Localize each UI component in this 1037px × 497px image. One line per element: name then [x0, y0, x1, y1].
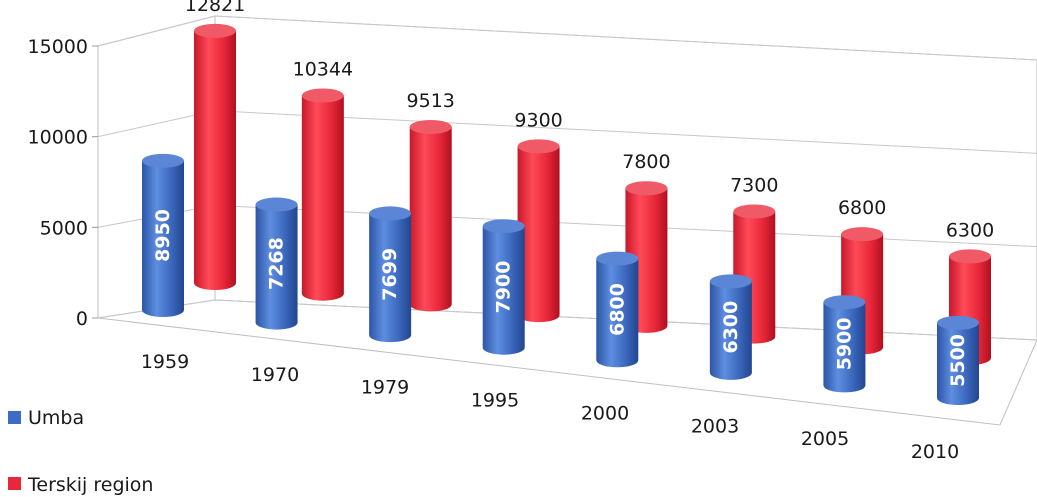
bar-body: [255, 204, 298, 330]
bar-top-cap: [409, 119, 452, 134]
bar-body: [517, 146, 560, 323]
data-label-umba: 8950: [152, 209, 174, 262]
bar-body: [823, 302, 866, 393]
legend: Umba Terskij region: [8, 407, 153, 496]
bar-umba: 6800: [596, 251, 639, 368]
data-label-umba: 6800: [606, 283, 628, 336]
bar-body: [596, 258, 639, 368]
data-label-terskij-region: 7800: [622, 151, 670, 173]
legend-label-terskij-region: Terskij region: [27, 474, 153, 496]
bar-body: [409, 126, 452, 312]
legend-swatch-terskij-region: [8, 477, 21, 490]
legend-item-terskij-region: Terskij region: [8, 474, 153, 496]
bar-top-cap: [142, 153, 184, 168]
bar-body: [194, 30, 236, 290]
bar-body: [301, 95, 344, 301]
bar-top-cap: [733, 204, 776, 219]
bar-umba: 5500: [937, 315, 979, 405]
data-label-terskij-region: 9513: [407, 90, 455, 112]
bar-top-cap: [517, 139, 560, 154]
bar-body: [369, 213, 412, 343]
bar-terskij-region: 12821: [185, 0, 245, 290]
bar-terskij-region: 9513: [407, 90, 455, 312]
bar-top-cap: [709, 274, 752, 289]
x-tick-label: 2010: [911, 441, 959, 463]
y-tick-label: 15000: [28, 36, 88, 58]
x-tick-label: 1959: [141, 351, 189, 373]
bar-umba: 5900: [823, 295, 866, 393]
data-label-umba: 7699: [379, 248, 401, 301]
bar-top-cap: [482, 219, 525, 234]
legend-item-umba: Umba: [8, 407, 84, 429]
y-tick-label: 0: [76, 308, 88, 330]
series-umba: 8950 7268 7699 7900 6800 6300 5900 5500: [142, 153, 979, 405]
bar-top-cap: [255, 197, 298, 212]
data-label-umba: 7268: [266, 237, 288, 290]
chart-walls: [97, 15, 1037, 426]
x-tick-label: 2000: [581, 402, 629, 424]
bar-body: [142, 160, 184, 317]
data-label-terskij-region: 7300: [730, 174, 778, 196]
bar-top-cap: [301, 88, 344, 103]
data-label-terskij-region: 6800: [838, 197, 886, 219]
bar-top-cap: [937, 315, 979, 330]
x-tick-label: 1979: [361, 377, 409, 399]
bar-top-cap: [823, 295, 866, 310]
x-tick-label: 1995: [471, 390, 519, 412]
bar-top-cap: [369, 206, 412, 221]
bar-body: [482, 226, 525, 355]
bar-top-cap: [194, 23, 236, 38]
data-label-umba: 5900: [833, 317, 855, 370]
y-tick-label: 5000: [40, 217, 88, 239]
data-label-umba: 6300: [720, 301, 742, 354]
bar-umba: 6300: [709, 274, 752, 380]
bar-umba: 8950: [142, 153, 184, 317]
x-tick-label: 2005: [801, 428, 849, 450]
data-label-terskij-region: 10344: [293, 59, 353, 81]
data-label-umba: 7900: [493, 261, 515, 314]
y-tick-label: 10000: [28, 127, 88, 149]
data-label-umba: 5500: [947, 334, 969, 387]
bar-umba: 7268: [255, 197, 298, 330]
x-axis-ticks: 1959 1970 1979 1995 2000 2003 2005 2010: [141, 351, 959, 463]
y-axis-ticks: 15000 10000 5000 0: [28, 36, 98, 330]
bar-terskij-region: 9300: [514, 109, 563, 323]
bar-umba: 7900: [482, 219, 525, 355]
series-terskij-region: 12821 10344 9513 9300 7800 7300 6800 6300: [185, 0, 994, 365]
legend-label-umba: Umba: [28, 407, 84, 429]
gridline: [97, 15, 1037, 61]
bar-terskij-region: 10344: [293, 59, 353, 301]
x-tick-label: 2003: [691, 415, 739, 437]
data-label-terskij-region: 9300: [514, 109, 562, 131]
bar-top-cap: [596, 251, 639, 266]
data-label-terskij-region: 12821: [185, 0, 245, 16]
bar-body: [709, 281, 752, 380]
x-tick-label: 1970: [251, 364, 299, 386]
bar-top-cap: [949, 249, 991, 264]
bar-umba: 7699: [369, 206, 412, 343]
bar-top-cap: [625, 181, 668, 196]
bar-top-cap: [841, 227, 884, 242]
data-label-terskij-region: 6300: [946, 219, 994, 241]
legend-swatch-umba: [8, 411, 21, 424]
bar-body: [937, 322, 979, 405]
